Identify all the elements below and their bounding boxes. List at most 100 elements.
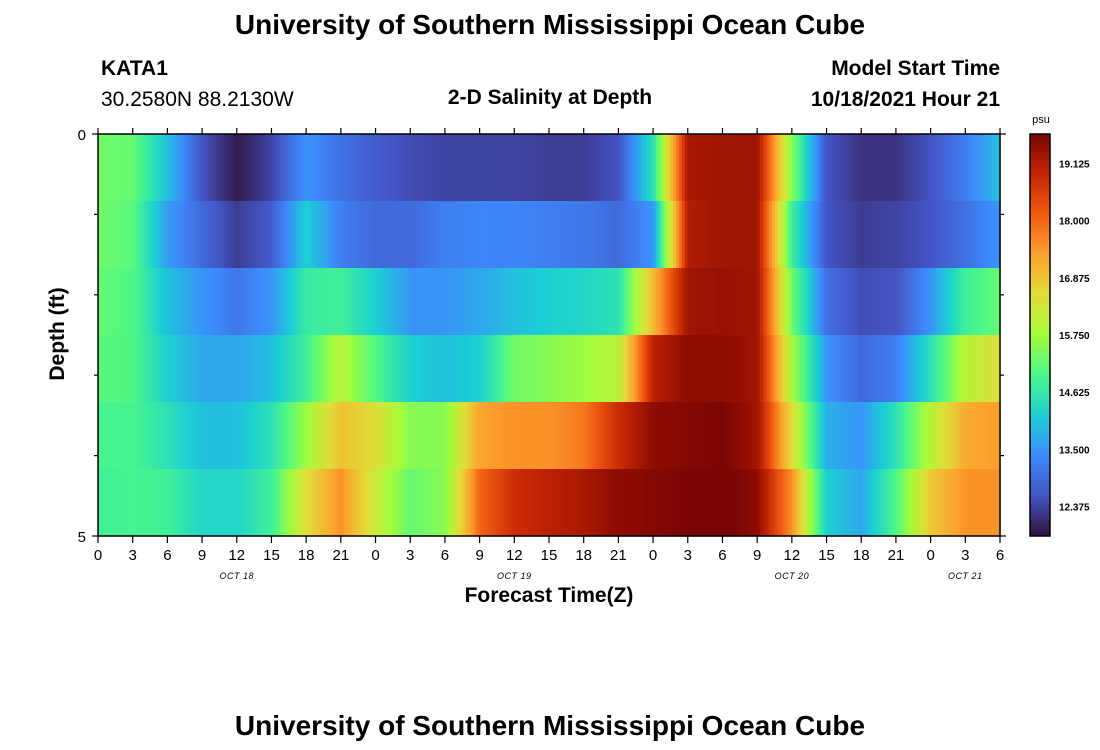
heatmap-cell bbox=[271, 469, 275, 537]
heatmap-cell bbox=[823, 201, 828, 269]
heatmap-cell bbox=[924, 469, 929, 537]
heatmap-cell bbox=[546, 335, 550, 403]
heatmap-cell bbox=[317, 402, 322, 470]
heatmap-cell bbox=[973, 335, 978, 403]
heatmap-cell bbox=[323, 402, 327, 470]
heatmap-cell bbox=[491, 335, 495, 403]
heatmap-cell bbox=[525, 335, 530, 403]
heatmap-cell bbox=[291, 134, 296, 202]
heatmap-cell bbox=[907, 201, 911, 269]
heatmap-cell bbox=[745, 268, 750, 336]
heatmap-cell bbox=[921, 469, 926, 537]
heatmap-cell bbox=[612, 469, 617, 537]
heatmap-cell bbox=[826, 134, 831, 202]
heatmap-cell bbox=[861, 201, 865, 269]
heatmap-cell bbox=[363, 268, 368, 336]
heatmap-cell bbox=[595, 268, 599, 336]
heatmap-cell bbox=[826, 469, 831, 537]
heatmap-cell bbox=[673, 469, 677, 537]
heatmap-cell bbox=[398, 134, 403, 202]
heatmap-cell bbox=[554, 134, 559, 202]
heatmap-cell bbox=[479, 402, 484, 470]
heatmap-cell bbox=[843, 201, 848, 269]
heatmap-cell bbox=[196, 335, 200, 403]
heatmap-cell bbox=[956, 469, 961, 537]
heatmap-cell bbox=[335, 134, 339, 202]
heatmap-cell bbox=[760, 201, 764, 269]
heatmap-cell bbox=[346, 469, 351, 537]
heatmap-cell bbox=[705, 402, 709, 470]
heatmap-cell bbox=[797, 201, 802, 269]
heatmap-cell bbox=[421, 134, 426, 202]
heatmap-cell bbox=[427, 201, 432, 269]
heatmap-cell bbox=[389, 402, 394, 470]
heatmap-cell bbox=[387, 469, 391, 537]
heatmap-cell bbox=[933, 402, 937, 470]
heatmap-cell bbox=[814, 268, 819, 336]
heatmap-cell bbox=[722, 134, 726, 202]
heatmap-cell bbox=[858, 134, 862, 202]
heatmap-cell bbox=[904, 134, 909, 202]
heatmap-cell bbox=[525, 268, 530, 336]
heatmap-cell bbox=[549, 134, 553, 202]
heatmap-cell bbox=[372, 268, 377, 336]
heatmap-cell bbox=[141, 268, 145, 336]
heatmap-cell bbox=[436, 335, 440, 403]
heatmap-cell bbox=[864, 335, 868, 403]
heatmap-cell bbox=[398, 335, 403, 403]
heatmap-cell bbox=[624, 402, 628, 470]
heatmap-cell bbox=[895, 268, 900, 336]
heatmap-cell bbox=[239, 335, 244, 403]
heatmap-cell bbox=[239, 268, 244, 336]
heatmap-cell bbox=[514, 402, 518, 470]
heatmap-cell bbox=[644, 201, 648, 269]
heatmap-cell bbox=[551, 469, 556, 537]
x-tick-label: 21 bbox=[333, 547, 350, 564]
heatmap-cell bbox=[549, 402, 553, 470]
heatmap-cell bbox=[314, 469, 319, 537]
heatmap-cell bbox=[832, 134, 836, 202]
heatmap-cell bbox=[444, 402, 449, 470]
heatmap-cell bbox=[699, 134, 703, 202]
heatmap-cell bbox=[551, 268, 556, 336]
heatmap-cell bbox=[121, 335, 125, 403]
heatmap-cell bbox=[690, 201, 695, 269]
heatmap-cell bbox=[202, 335, 206, 403]
heatmap-cell bbox=[540, 268, 544, 336]
heatmap-cell bbox=[840, 201, 845, 269]
x-tick-label: 18 bbox=[853, 547, 870, 564]
heatmap-cell bbox=[193, 134, 197, 202]
heatmap-cell bbox=[314, 268, 319, 336]
heatmap-cell bbox=[563, 201, 567, 269]
x-tick-label: 3 bbox=[961, 547, 969, 564]
heatmap-cell bbox=[421, 201, 426, 269]
heatmap-cell bbox=[621, 201, 625, 269]
heatmap-cell bbox=[473, 469, 478, 537]
heatmap-cell bbox=[890, 335, 894, 403]
heatmap-cell bbox=[976, 335, 981, 403]
heatmap-cell bbox=[696, 402, 700, 470]
heatmap-cell bbox=[930, 268, 935, 336]
heatmap-cell bbox=[601, 201, 605, 269]
heatmap-cell bbox=[947, 134, 952, 202]
heatmap-cell bbox=[540, 469, 544, 537]
heatmap-cell bbox=[381, 335, 385, 403]
heatmap-cell bbox=[708, 335, 712, 403]
heatmap-cell bbox=[132, 134, 137, 202]
heatmap-cell bbox=[705, 335, 709, 403]
heatmap-cell bbox=[236, 402, 241, 470]
heatmap-cell bbox=[190, 402, 194, 470]
heatmap-cell bbox=[708, 402, 712, 470]
heatmap-cell bbox=[768, 402, 773, 470]
heatmap-cell bbox=[453, 469, 458, 537]
heatmap-cell bbox=[979, 268, 984, 336]
heatmap-cell bbox=[453, 335, 458, 403]
heatmap-cell bbox=[404, 335, 408, 403]
colorbar-tick-label: 19.125 bbox=[1059, 159, 1090, 170]
heatmap-cell bbox=[783, 469, 787, 537]
heatmap-cell bbox=[644, 335, 648, 403]
heatmap-cell bbox=[439, 335, 443, 403]
heatmap-cell bbox=[936, 134, 940, 202]
heatmap-cell bbox=[554, 402, 559, 470]
heatmap-cell bbox=[976, 134, 981, 202]
